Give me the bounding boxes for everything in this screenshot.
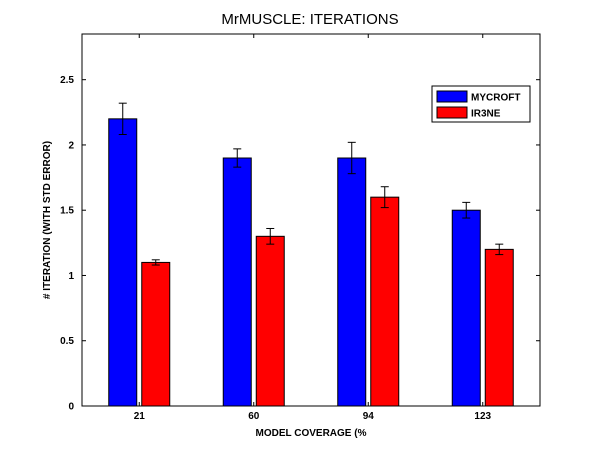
x-tick-label-60: 60 bbox=[248, 411, 260, 422]
legend: MYCROFT IR3NE bbox=[432, 86, 530, 122]
bar-ir3ne-21 bbox=[142, 262, 170, 406]
legend-swatch-mycroft bbox=[437, 91, 467, 102]
x-tick-label-21: 21 bbox=[134, 411, 146, 422]
bar-ir3ne-123 bbox=[485, 249, 513, 406]
y-tick-label-2: 2 bbox=[68, 140, 74, 151]
bar-mycroft-123 bbox=[452, 210, 480, 406]
bar-mycroft-21 bbox=[109, 119, 137, 406]
bar-ir3ne-60 bbox=[256, 236, 284, 406]
bar-mycroft-60 bbox=[223, 158, 251, 406]
x-tick-label-94: 94 bbox=[363, 411, 375, 422]
legend-swatch-ir3ne bbox=[437, 107, 467, 118]
y-axis-label: # ITERATION (WITH STD ERROR) bbox=[42, 141, 53, 299]
bar-ir3ne-94 bbox=[371, 197, 399, 406]
y-tick-label-1: 1 bbox=[68, 271, 74, 282]
y-tick-label-0.5: 0.5 bbox=[60, 336, 74, 347]
y-tick-label-0: 0 bbox=[68, 402, 74, 413]
x-tick-label-123: 123 bbox=[474, 411, 491, 422]
legend-label-mycroft: MYCROFT bbox=[471, 93, 520, 104]
chart-title: MrMUSCLE: ITERATIONS bbox=[221, 11, 398, 28]
y-tick-label-1.5: 1.5 bbox=[60, 206, 74, 217]
legend-label-ir3ne: IR3NE bbox=[471, 109, 501, 120]
bar-mycroft-94 bbox=[338, 158, 366, 406]
y-tick-label-2.5: 2.5 bbox=[60, 75, 74, 86]
x-axis-label: MODEL COVERAGE (% bbox=[256, 428, 367, 439]
